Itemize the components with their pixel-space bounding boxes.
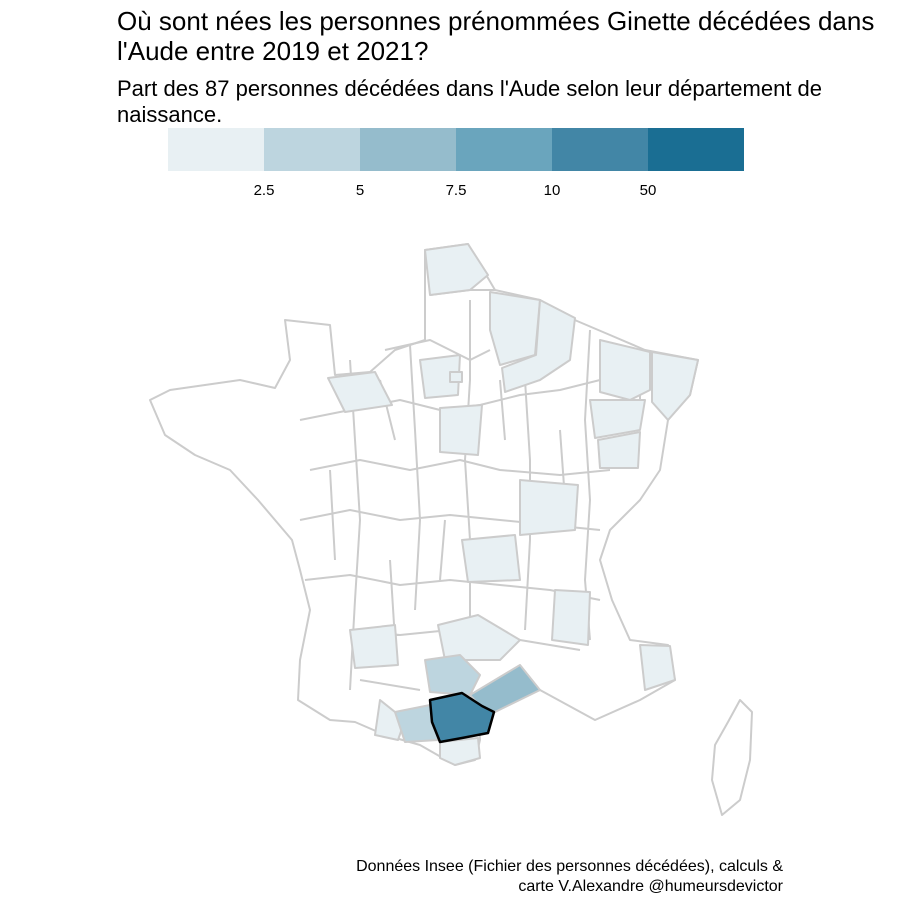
map-title: Où sont nées les personnes prénommées Gi… <box>117 6 875 66</box>
department-nord <box>424 243 489 296</box>
department-tarn <box>424 654 481 696</box>
department-haute-saone <box>589 399 646 439</box>
department-aveyron <box>437 614 521 661</box>
department-marne <box>501 299 576 393</box>
legend-swatch-1 <box>168 128 264 171</box>
corsica-outline <box>711 699 753 816</box>
department-meurthe-moselle <box>599 339 651 401</box>
legend-tick: 50 <box>639 182 657 199</box>
legend-tick: 10 <box>543 182 561 199</box>
department-aude-highlight <box>428 691 496 744</box>
department-saone-loire <box>519 479 579 536</box>
department-alpes-maritimes <box>639 644 676 691</box>
legend-tick: 2.5 <box>253 182 275 199</box>
legend-color-bar <box>168 128 744 171</box>
legend-swatch-6 <box>648 128 744 171</box>
caption-line-1: Données Insee (Fichier des personnes déc… <box>356 858 783 875</box>
department-puy-de-dome <box>461 534 521 583</box>
department-paris <box>449 371 463 383</box>
department-loiret <box>419 354 461 399</box>
department-calvados <box>327 371 393 413</box>
legend-swatch-4 <box>456 128 552 171</box>
caption-line-2: carte V.Alexandre @humeursdevictor <box>518 878 783 895</box>
legend-tick: 5 <box>355 182 365 199</box>
map-subtitle: Part des 87 personnes décédées dans l'Au… <box>117 76 823 127</box>
department-drome <box>551 589 591 646</box>
department-tarn-garonne <box>349 624 399 669</box>
source-caption: Données Insee (Fichier des personnes déc… <box>356 857 783 897</box>
department-pyrenees-orientales <box>439 737 481 766</box>
department-bas-rhin <box>651 351 699 421</box>
legend-tick: 7.5 <box>445 182 467 199</box>
mainland-outline <box>149 243 699 766</box>
legend-swatch-3 <box>360 128 456 171</box>
legend-swatch-5 <box>552 128 648 171</box>
color-legend: 2.5 5 7.5 10 50 <box>168 128 744 208</box>
france-departments-map <box>149 243 753 816</box>
department-doubs <box>597 431 641 469</box>
department-aisne <box>489 291 541 366</box>
legend-swatch-2 <box>264 128 360 171</box>
department-cher <box>439 404 483 456</box>
